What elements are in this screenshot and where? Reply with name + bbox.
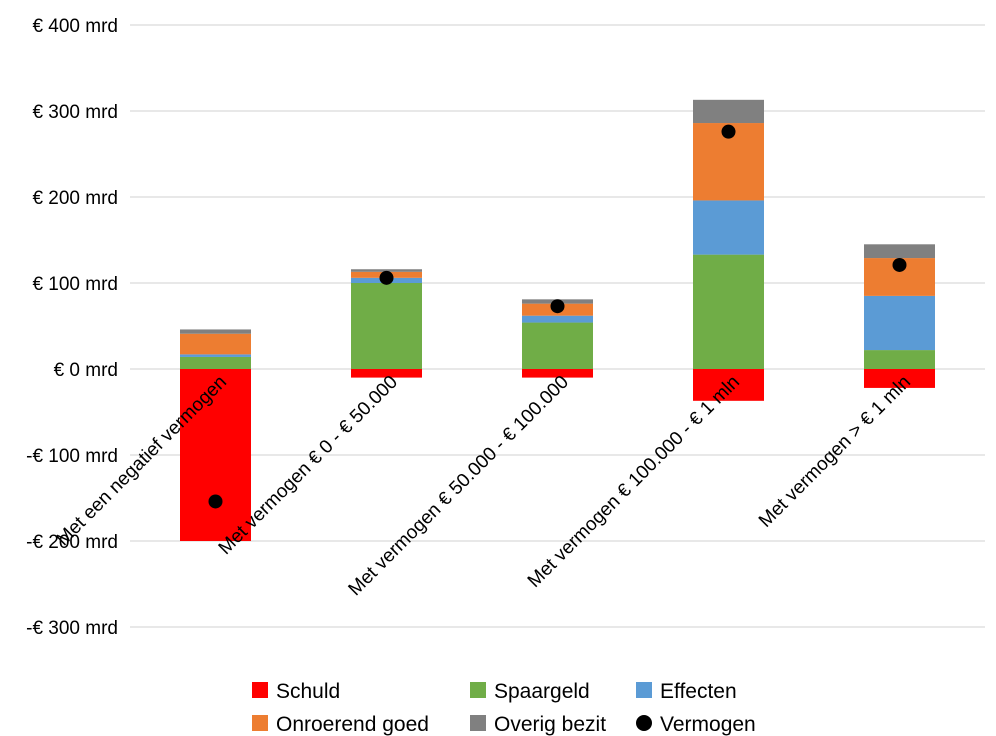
legend-label: Schuld	[276, 680, 340, 703]
y-tick-label: -€ 100 mrd	[26, 446, 118, 467]
legend-label: Vermogen	[660, 713, 756, 736]
bar-segment-spaargeld	[180, 356, 251, 369]
legend-label: Onroerend goed	[276, 713, 429, 736]
bar-segment-spaargeld	[351, 283, 422, 369]
y-axis-tick-labels: € 400 mrd € 300 mrd € 200 mrd € 100 mrd € 0 …	[26, 16, 118, 639]
y-tick-label: € 100 mrd	[32, 274, 118, 295]
legend: Schuld Spaargeld Effecten Onroerend goed Ove…	[252, 680, 756, 736]
bar-segment-spaargeld	[693, 254, 764, 369]
legend-swatch-spaargeld	[470, 682, 486, 698]
legend-swatch-schuld	[252, 682, 268, 698]
y-tick-label: € 400 mrd	[32, 16, 118, 37]
legend-marker-vermogen	[636, 715, 652, 731]
legend-label: Spaargeld	[494, 680, 590, 703]
legend-swatch-overig-bezit	[470, 715, 486, 731]
y-tick-label: -€ 300 mrd	[26, 618, 118, 639]
bar-segment-overig-bezit	[351, 269, 422, 272]
legend-swatch-onroerend-goed	[252, 715, 268, 731]
vermogen-markers	[208, 124, 907, 509]
bar-segment-schuld	[522, 369, 593, 378]
bars	[180, 99, 935, 541]
y-tick-label: € 300 mrd	[32, 102, 118, 123]
bar-segment-effecten	[693, 200, 764, 255]
vermogen-marker	[550, 299, 565, 314]
category-label: Met vermogen > € 1 mln	[755, 372, 915, 532]
bar-segment-schuld	[864, 369, 935, 388]
legend-label: Effecten	[660, 680, 737, 703]
bar-segment-spaargeld	[522, 322, 593, 369]
y-tick-label: -€ 200 mrd	[26, 532, 118, 553]
y-tick-label: € 200 mrd	[32, 188, 118, 209]
bar-segment-effecten	[180, 354, 251, 357]
legend-swatch-effecten	[636, 682, 652, 698]
y-tick-label: € 0 mrd	[54, 360, 118, 381]
bar-segment-onroerend-goed	[180, 333, 251, 355]
vermogen-marker	[892, 257, 907, 272]
vermogen-marker	[721, 124, 736, 139]
bar-segment-overig-bezit	[693, 99, 764, 124]
bar-segment-effecten	[864, 295, 935, 351]
category-label: Met vermogen € 100.000 - € 1 mln	[524, 372, 744, 592]
bar-segment-overig-bezit	[180, 329, 251, 334]
bar-segment-schuld	[180, 369, 251, 541]
bar-segment-spaargeld	[864, 350, 935, 369]
bar-segment-schuld	[351, 369, 422, 378]
vermogen-marker	[379, 270, 394, 285]
bar-segment-overig-bezit	[864, 244, 935, 259]
bar-segment-schuld	[693, 369, 764, 401]
legend-label: Overig bezit	[494, 713, 606, 736]
vermogen-marker	[208, 494, 223, 509]
bar-segment-effecten	[522, 315, 593, 323]
